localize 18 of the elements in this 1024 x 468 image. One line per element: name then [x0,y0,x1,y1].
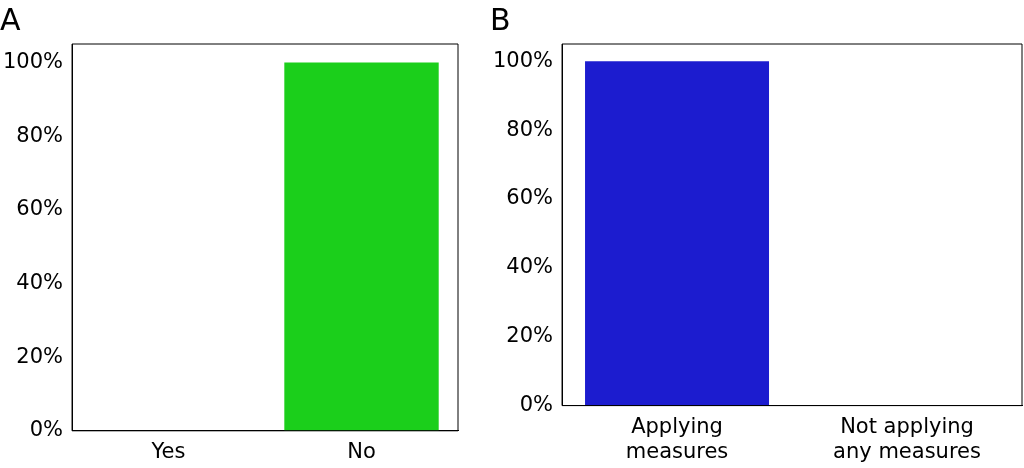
y-tick-label: 60% [506,185,554,210]
y-tick-label: 0% [519,392,554,417]
chart-title: B [490,1,511,37]
y-tick-label: 100% [492,47,554,72]
x-tick-label: No [347,438,376,463]
x-tick-label: Not applying any measures [833,413,981,463]
y-tick-label: 40% [506,254,554,279]
x-tick-label: Applying measures [625,413,729,463]
x-tick-label: Yes [150,438,186,463]
y-tick-label: 0% [29,417,64,442]
y-tick-label: 20% [16,343,64,368]
y-tick-label: 40% [16,269,64,294]
y-tick-label: 60% [16,196,64,221]
y-tick-label: 80% [16,122,64,147]
y-tick-label: 80% [506,116,554,141]
y-tick-label: 100% [2,48,64,73]
chart-title: A [0,1,21,37]
y-tick-label: 20% [506,323,554,348]
